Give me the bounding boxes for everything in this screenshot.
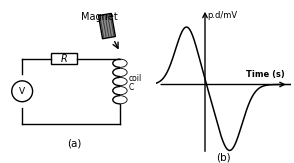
Bar bbox=[51, 53, 77, 64]
Text: p.d/mV: p.d/mV bbox=[208, 11, 238, 20]
Text: R: R bbox=[61, 54, 67, 64]
Text: Time (s): Time (s) bbox=[246, 69, 285, 79]
Text: (b): (b) bbox=[216, 152, 231, 163]
Circle shape bbox=[12, 81, 33, 102]
Text: coil: coil bbox=[129, 74, 142, 83]
Polygon shape bbox=[98, 13, 115, 39]
Text: V: V bbox=[19, 87, 25, 96]
Text: C: C bbox=[129, 83, 134, 92]
Text: (a): (a) bbox=[67, 138, 81, 148]
Text: Magnet: Magnet bbox=[81, 12, 118, 22]
